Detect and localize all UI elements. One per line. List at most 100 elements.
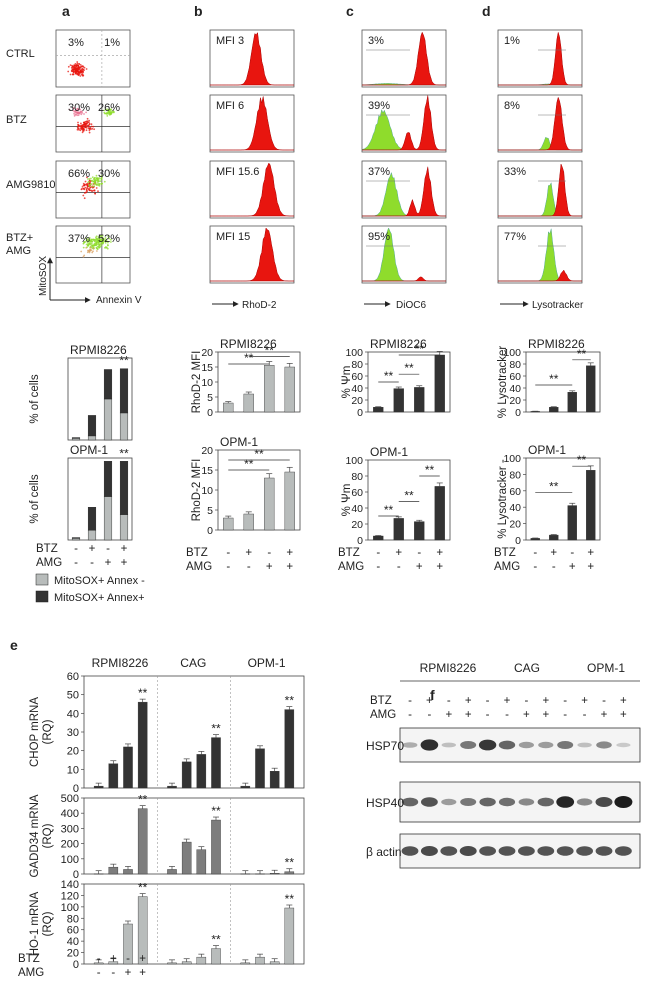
blot-band: [401, 797, 419, 807]
flow-dot: [83, 241, 86, 244]
y-tick-label: 40: [67, 936, 79, 948]
y-tick-label: 80: [509, 359, 521, 371]
y-tick-label: 60: [351, 487, 363, 499]
panel-c-treat-amg-label: AMG: [338, 561, 364, 573]
flow-dot: [100, 235, 103, 238]
bar: [223, 517, 234, 531]
bar: [284, 907, 295, 965]
flow-dot: [74, 72, 77, 75]
bar: [240, 962, 251, 965]
bar: [240, 785, 251, 789]
quadrant-pct-left: 37%: [68, 233, 90, 245]
y-tick-label: 80: [351, 471, 363, 483]
flow-dot: [108, 113, 110, 115]
flow-dot: [82, 187, 85, 190]
dotplot-frame: [55, 160, 131, 219]
flow-dot: [79, 129, 82, 132]
panel-letter-f: f: [430, 687, 435, 703]
flow-dot: [74, 64, 77, 67]
dioc6-hist-red: [362, 31, 446, 86]
legend-swatch-annex-pos: [35, 590, 49, 603]
lyso-hist-frame: [497, 94, 583, 153]
blot-band: [460, 798, 477, 806]
blot-band: [576, 798, 593, 806]
flow-dot: [77, 71, 80, 73]
lyso-hist-red: [498, 32, 582, 86]
blot-band: [556, 796, 575, 808]
flow-dot: [72, 107, 75, 109]
y-axis-label: % of cells: [29, 374, 41, 423]
significance-marker: **: [285, 694, 295, 708]
flow-dot: [73, 65, 76, 68]
y-tick-label: 100: [345, 455, 363, 467]
bar: [137, 808, 148, 875]
quadrant-pct-right: 52%: [98, 233, 120, 245]
flow-dot: [76, 61, 79, 63]
blot-btz-label: BTZ: [370, 695, 392, 707]
dotplot-frame: [55, 94, 131, 153]
sig-bracket-marker: **: [244, 457, 254, 471]
panel-letter-b: b: [194, 3, 203, 19]
panel-e-treat-btz-sign: +: [139, 953, 146, 965]
blot-amg-sign: +: [523, 709, 530, 721]
flow-dot: [88, 123, 91, 125]
blot-band: [577, 742, 592, 748]
flow-dot: [84, 125, 87, 127]
rhod2-hist: [210, 227, 294, 282]
y-tick-label: 20: [67, 948, 79, 960]
bar: [269, 873, 280, 875]
bar: [264, 477, 275, 531]
y-axis-label: RhoD-2 MFI: [191, 351, 203, 414]
bar: [373, 535, 384, 541]
chart-frame: [525, 351, 601, 413]
flow-dot: [80, 188, 83, 191]
flow-dot: [97, 245, 99, 248]
flow-dot: [81, 65, 83, 68]
flow-dot: [74, 114, 77, 116]
y-tick-label: 20: [201, 347, 213, 359]
y-tick-label: 20: [351, 519, 363, 531]
bar-annex-pos: [71, 537, 81, 539]
flow-dot: [110, 111, 113, 114]
blot-amg-sign: -: [583, 709, 587, 721]
flow-dot: [88, 131, 91, 134]
sig-bracket-marker: **: [384, 369, 394, 383]
y-axis-label: % Ψm: [341, 484, 353, 517]
panel-a-treat-amg-sign: -: [90, 557, 94, 569]
chart-title: OPM-1: [220, 435, 258, 449]
lyso-pct-label: 33%: [504, 166, 526, 178]
panel-a-treat-btz-label: BTZ: [36, 543, 58, 555]
flow-dot: [82, 68, 84, 71]
flow-dot: [92, 250, 94, 253]
panel-d-treat-amg-sign: -: [533, 561, 537, 573]
blot-btz-sign: -: [602, 695, 606, 707]
flow-dot: [81, 74, 84, 77]
blot-band: [596, 741, 612, 749]
y-tick-label: 0: [73, 959, 79, 971]
group-label-OPM-1: OPM-1: [248, 656, 286, 670]
sig-bracket-marker: **: [244, 351, 254, 365]
flow-dot: [70, 66, 73, 69]
chart-title: OPM-1: [370, 445, 408, 459]
y-axis-label: % Lysotracker: [497, 346, 509, 419]
flow-dot: [80, 122, 82, 125]
y-tick-label: 15: [201, 465, 213, 477]
row-label-amg9810: AMG9810: [6, 179, 56, 191]
significance-marker: **: [211, 722, 221, 736]
y-axis-label: HO-1 mRNA: [29, 891, 41, 956]
flow-dot: [76, 62, 79, 65]
sig-bracket-marker: **: [549, 372, 559, 386]
significance-marker: **: [138, 793, 148, 807]
bar-chart: 0 20 40 60 80 100 OPM-1 % Ψm ** ** **: [341, 445, 451, 547]
flow-dot: [82, 255, 85, 258]
quadrant-pct-right: 1%: [104, 37, 120, 49]
flow-dot: [95, 244, 98, 247]
y-tick-label: 200: [61, 839, 79, 851]
flow-dot: [88, 121, 90, 124]
y-tick-label: 400: [61, 808, 79, 820]
blot-band: [557, 741, 574, 749]
blot-band: [498, 740, 516, 750]
chart-title: OPM-1: [528, 443, 566, 457]
flow-dot: [83, 123, 86, 126]
y-tick-label: 40: [351, 383, 363, 395]
